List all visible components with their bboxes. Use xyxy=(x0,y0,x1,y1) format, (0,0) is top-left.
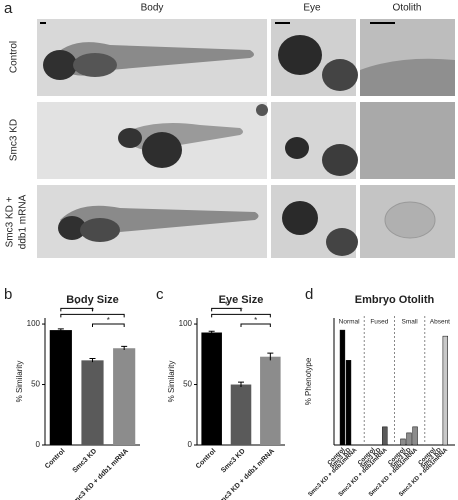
x-tick-label: Control xyxy=(195,448,218,471)
x-tick-label: Smc3 KD + ddb1mRNA xyxy=(307,447,358,498)
significance-bracket xyxy=(92,323,125,328)
group-label: Small xyxy=(401,319,418,326)
bar xyxy=(49,330,72,445)
group-label: Fused xyxy=(370,319,388,326)
bar xyxy=(406,432,412,446)
bar xyxy=(400,438,406,446)
y-tick-label: 0 xyxy=(188,440,193,449)
bar xyxy=(382,426,388,446)
group-label: Absent xyxy=(430,319,450,326)
bar xyxy=(339,329,346,446)
significance-label: * xyxy=(254,316,257,325)
x-tick-label: Smc3 KD xyxy=(72,448,99,475)
significance-label: * xyxy=(225,300,228,309)
significance-label: * xyxy=(75,300,78,309)
group-label: Normal xyxy=(339,319,361,326)
chart-title: Body Size xyxy=(66,294,119,306)
x-tick-label: Control xyxy=(44,448,67,471)
micrographs xyxy=(37,19,455,258)
x-tick-label: Smc3 KD + ddb1 mRNA xyxy=(69,448,130,500)
chart-title: Embryo Otolith xyxy=(355,294,435,306)
significance-bracket xyxy=(240,323,271,328)
bar xyxy=(260,356,281,445)
error-bar xyxy=(57,328,64,332)
error-bar xyxy=(121,345,128,351)
error-bar xyxy=(208,330,215,334)
x-tick-label: Smc3 KD xyxy=(220,448,247,475)
panel-label: d xyxy=(305,286,313,303)
significance-bracket xyxy=(60,313,125,318)
panel-label: a xyxy=(4,0,13,17)
bar xyxy=(412,426,418,446)
row-label: ddb1 mRNA xyxy=(18,194,29,249)
row-label: Smc3 KD xyxy=(9,119,20,161)
y-axis-label: % Phenotype xyxy=(304,357,313,405)
bar xyxy=(230,384,252,445)
y-tick-label: 50 xyxy=(31,380,40,389)
significance-label: * xyxy=(107,316,110,325)
error-bar xyxy=(89,358,96,363)
row-label: Control xyxy=(9,41,20,73)
significance-bracket xyxy=(211,313,271,318)
significance-label: * xyxy=(91,306,94,315)
bar xyxy=(442,335,448,446)
error-bar xyxy=(267,352,274,361)
y-axis-label: % Similarity xyxy=(167,361,176,403)
y-axis-label: % Similarity xyxy=(15,361,24,403)
column-header: Eye xyxy=(303,3,321,14)
bar xyxy=(201,332,222,445)
significance-bracket xyxy=(211,307,242,312)
row-label: Smc3 KD + xyxy=(5,196,16,247)
bar xyxy=(345,360,352,446)
column-header: Otolith xyxy=(393,3,422,14)
column-header: Body xyxy=(141,3,164,14)
panel-label: b xyxy=(4,286,12,303)
significance-bracket xyxy=(60,307,93,312)
y-tick-label: 100 xyxy=(27,319,41,328)
bar xyxy=(81,360,104,445)
y-tick-label: 50 xyxy=(183,380,192,389)
error-bar xyxy=(238,381,244,387)
panel-label: c xyxy=(156,286,164,303)
significance-label: * xyxy=(239,306,242,315)
bar xyxy=(113,348,136,445)
y-tick-label: 100 xyxy=(179,319,193,328)
y-tick-label: 0 xyxy=(36,440,41,449)
chart-title: Eye Size xyxy=(219,294,264,306)
